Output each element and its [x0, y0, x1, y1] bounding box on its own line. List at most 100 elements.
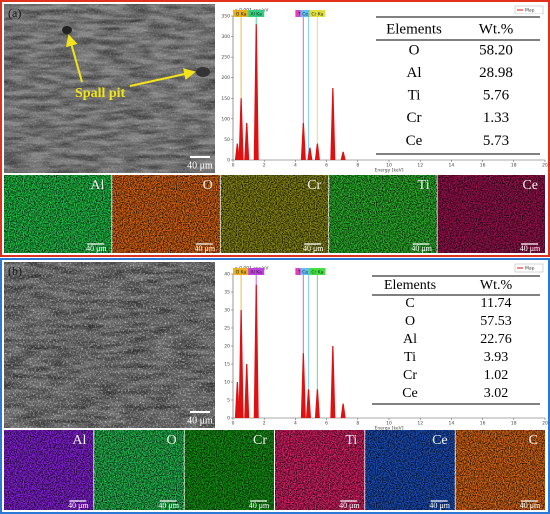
legend-box — [514, 263, 544, 273]
annotation: Spall pit — [75, 86, 126, 101]
spectrum-peak — [244, 364, 250, 418]
arrow — [65, 34, 83, 83]
spectrum-peak — [330, 346, 336, 418]
spectrum-peak — [244, 122, 250, 160]
tag-label: Cr Ka — [311, 270, 323, 276]
scale-label: 40 μm — [303, 244, 324, 253]
map-label: O — [203, 178, 213, 193]
x-tick-label: 0 — [232, 421, 235, 427]
table-cell: Ti — [404, 350, 416, 365]
tag-label: Al Ka — [251, 12, 263, 18]
spectrum-peak — [314, 389, 320, 418]
spectrum-peak — [314, 143, 320, 160]
map-label: Ce — [522, 178, 538, 193]
panel-border — [0, 258, 550, 514]
table-cell: 57.53 — [480, 314, 512, 329]
spectrum-peak — [238, 98, 244, 160]
map-label: O — [167, 433, 177, 448]
x-tick-label: 14 — [449, 163, 455, 169]
table-cell: Ti — [408, 88, 421, 104]
y-tick-label: 15 — [224, 362, 230, 368]
table-cell: O — [409, 42, 420, 58]
table-cell: Al — [403, 332, 417, 347]
table-cell: Cr — [403, 368, 417, 383]
table-cell: O — [405, 314, 415, 329]
x-tick-label: 16 — [480, 421, 486, 427]
table-cell: C — [405, 296, 414, 311]
table-cell: 58.20 — [479, 42, 513, 58]
table-cell: Ce — [402, 386, 418, 401]
map-texture — [220, 175, 329, 253]
spectrum-peak — [253, 24, 259, 160]
y-tick-label: 25 — [224, 326, 230, 332]
spectrum-peak — [253, 284, 259, 418]
scale-label: 40 μm — [158, 501, 179, 510]
table-cell: Ce — [406, 133, 423, 149]
sem-texture — [4, 262, 215, 428]
y-tick-label: 20 — [224, 344, 230, 350]
x-tick-label: 20 — [542, 421, 548, 427]
tag-box — [300, 10, 317, 17]
tag-box — [300, 268, 317, 275]
x-tick-label: 2 — [263, 163, 266, 169]
spall-pit — [62, 26, 72, 34]
map-label: Ce — [432, 433, 448, 448]
spall-pit — [196, 67, 210, 77]
panel-label: (b) — [8, 264, 22, 278]
tag-box — [233, 268, 250, 275]
scale-label: 40 μm — [429, 501, 450, 510]
map-texture — [4, 430, 94, 510]
x-tick-label: 10 — [386, 163, 392, 169]
scale-label: 40 μm — [187, 160, 213, 171]
scale-label: 40 μm — [86, 244, 107, 253]
map-label: Cr — [307, 178, 321, 193]
map-label: Al — [90, 178, 104, 193]
table-bg — [372, 14, 542, 157]
spectrum-peak — [307, 147, 313, 160]
spectrum-peak — [234, 382, 240, 418]
map-texture — [275, 430, 365, 510]
tag-label: O Ka — [236, 12, 247, 18]
tag-label: O Ka — [236, 270, 247, 276]
x-tick-label: 4 — [294, 163, 297, 169]
tag-box — [248, 10, 265, 17]
tag-box — [309, 268, 326, 275]
tag-label: Al Ka — [251, 270, 263, 276]
arrow — [129, 68, 196, 87]
x-tick-label: 20 — [542, 163, 548, 169]
map-texture — [184, 430, 274, 510]
tag-box — [248, 268, 265, 275]
table-header: Elements — [384, 278, 436, 293]
map-texture — [112, 175, 220, 253]
spectrum-peak — [306, 389, 312, 418]
table-cell: 22.76 — [480, 332, 512, 347]
y-tick-label: 350 — [221, 14, 230, 20]
table-cell: 11.74 — [481, 296, 512, 311]
table-cell: 28.98 — [479, 65, 513, 81]
panel-border — [0, 0, 550, 257]
map-label: Al — [72, 433, 86, 448]
sem-texture — [4, 4, 215, 173]
tag-label: Ce La — [302, 12, 315, 18]
table-cell: Cr — [407, 110, 422, 126]
x-tick-label: 18 — [511, 421, 517, 427]
spectrum-peak — [234, 143, 240, 160]
x-tick-label: 6 — [325, 421, 328, 427]
scale-label: 40 μm — [411, 244, 432, 253]
y-tick-label: 40 — [224, 272, 230, 278]
tag-label: Cr Ka — [311, 12, 323, 18]
y-tick-label: 30 — [224, 308, 230, 314]
table-cell: 5.73 — [483, 133, 509, 149]
table-cell: 3.93 — [484, 350, 509, 365]
legend-label: Map — [525, 8, 535, 14]
table-cell: 5.76 — [483, 88, 510, 104]
map-texture — [437, 175, 545, 253]
x-tick-label: 0 — [232, 163, 235, 169]
table-header: Wt.% — [480, 278, 513, 293]
y-tick-label: 200 — [221, 75, 230, 81]
y-tick-label: 35 — [224, 290, 230, 296]
x-tick-label: 2 — [263, 421, 266, 427]
y-tick-label: 5 — [227, 398, 230, 404]
